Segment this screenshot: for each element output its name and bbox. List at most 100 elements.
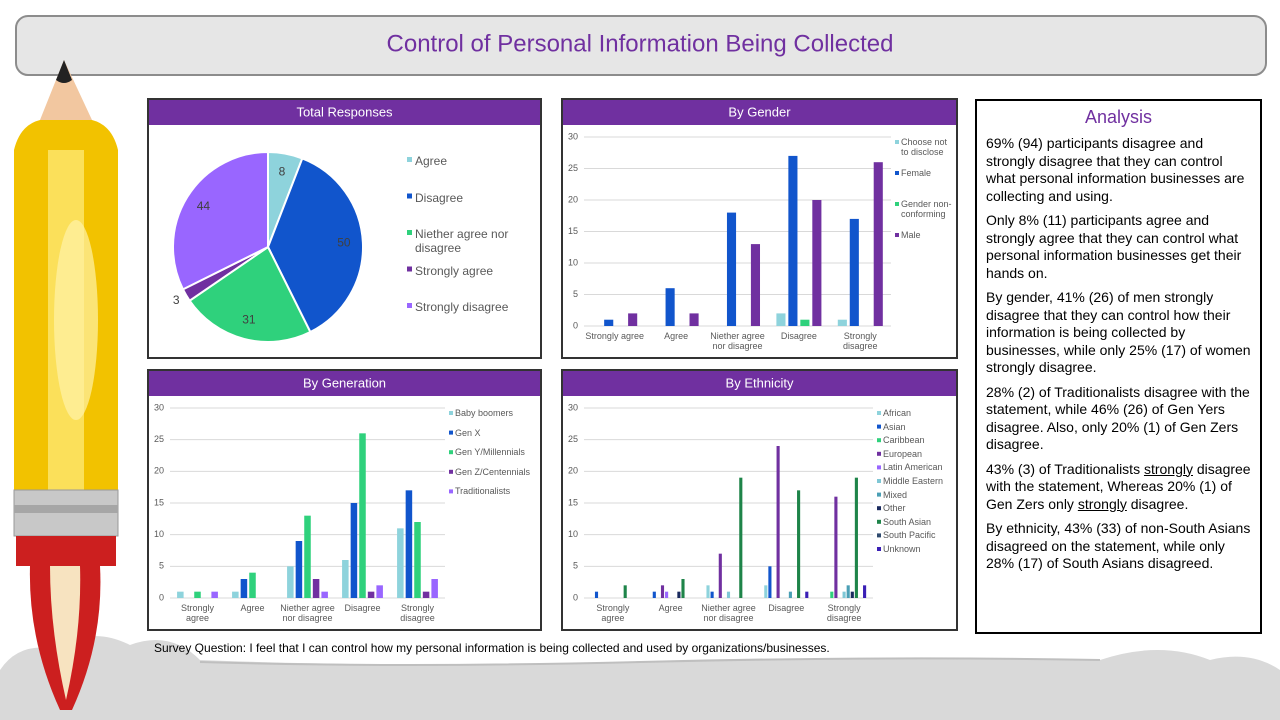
data-label: 8 bbox=[279, 164, 286, 178]
x-tick-label: Strongly agree bbox=[180, 603, 215, 623]
bar bbox=[342, 560, 349, 598]
y-tick-label: 5 bbox=[573, 561, 578, 571]
analysis-paragraph: Only 8% (11) participants agree and stro… bbox=[986, 212, 1242, 281]
y-tick-label: 30 bbox=[568, 402, 578, 412]
bar bbox=[788, 591, 792, 598]
bar bbox=[764, 585, 768, 598]
bar bbox=[376, 585, 383, 598]
legend-label: South Pacific bbox=[883, 530, 936, 541]
legend-label: Caribbean bbox=[883, 435, 925, 446]
bar bbox=[422, 591, 430, 598]
panel-header bbox=[149, 100, 540, 125]
bar bbox=[665, 288, 675, 326]
analysis-paragraph: 28% (2) of Traditionalists disagree with… bbox=[986, 383, 1250, 453]
legend-marker bbox=[449, 450, 453, 455]
bar bbox=[312, 579, 320, 598]
legend-label: Middle Eastern bbox=[883, 476, 944, 486]
x-tick-label: Strongly disagree bbox=[826, 603, 862, 623]
bar bbox=[842, 591, 846, 598]
legend-marker bbox=[877, 547, 881, 551]
legend-label: Strongly agree bbox=[415, 263, 494, 278]
legend-label: Disagree bbox=[415, 190, 464, 205]
y-tick-label: 20 bbox=[568, 466, 578, 476]
bar bbox=[768, 566, 772, 598]
bar bbox=[628, 313, 638, 326]
bar bbox=[194, 591, 201, 598]
bar bbox=[776, 446, 780, 598]
chart-title: Total Responses bbox=[296, 104, 393, 119]
x-tick-label: Niether agree nor disagree bbox=[280, 603, 335, 623]
bar bbox=[397, 528, 404, 598]
legend-label: Female bbox=[901, 168, 932, 178]
y-tick-label: 15 bbox=[568, 226, 578, 236]
legend-marker bbox=[877, 492, 881, 497]
bar bbox=[854, 477, 858, 598]
legend-marker bbox=[407, 230, 412, 235]
analysis-box: Analysis 69% (94) participants disagree … bbox=[975, 99, 1262, 634]
bar bbox=[788, 155, 798, 326]
y-tick-label: 25 bbox=[568, 434, 578, 444]
bar bbox=[846, 585, 850, 598]
bar bbox=[812, 200, 822, 326]
bar bbox=[800, 319, 810, 326]
bar bbox=[414, 522, 421, 598]
legend-marker bbox=[877, 411, 881, 415]
bar bbox=[797, 490, 801, 598]
bar bbox=[240, 579, 248, 598]
x-tick-label: Disagree bbox=[780, 331, 817, 341]
bar bbox=[706, 585, 710, 598]
data-label: 50 bbox=[337, 236, 351, 250]
bar bbox=[232, 591, 239, 598]
legend-label: Other bbox=[883, 503, 906, 514]
bar bbox=[249, 572, 256, 598]
legend-marker bbox=[877, 506, 881, 511]
legend-label: African bbox=[883, 408, 912, 418]
bar bbox=[350, 503, 358, 598]
y-tick-label: 20 bbox=[568, 194, 578, 204]
x-tick-label: Agree bbox=[664, 331, 689, 341]
underlined-span: strongly bbox=[1143, 460, 1193, 477]
bar bbox=[367, 591, 375, 598]
bar bbox=[359, 433, 366, 598]
legend-marker bbox=[877, 479, 881, 483]
y-tick-label: 10 bbox=[568, 529, 578, 539]
legend-marker bbox=[449, 469, 453, 474]
legend-marker bbox=[449, 430, 453, 435]
y-tick-label: 25 bbox=[568, 163, 578, 173]
bar bbox=[623, 585, 627, 598]
x-tick-label: Agree bbox=[658, 603, 683, 613]
y-tick-label: 30 bbox=[568, 131, 578, 141]
page-title: Control of Personal Information Being Co… bbox=[387, 30, 894, 57]
x-tick-label: Disagree bbox=[344, 603, 381, 613]
bar bbox=[850, 591, 854, 598]
bar bbox=[304, 515, 311, 598]
y-tick-label: 10 bbox=[568, 257, 578, 267]
legend-marker bbox=[877, 451, 881, 456]
pencil-flame-inner bbox=[50, 566, 81, 700]
legend-label: European bbox=[883, 448, 923, 459]
legend-marker bbox=[877, 438, 881, 443]
analysis-paragraph: By ethnicity, 43% (33) of non-South Asia… bbox=[986, 520, 1251, 571]
bar bbox=[321, 591, 328, 598]
legend-marker bbox=[449, 489, 453, 494]
panel-header bbox=[563, 371, 956, 396]
pie-slice bbox=[172, 150, 269, 291]
y-tick-label: 15 bbox=[154, 497, 164, 507]
bar bbox=[594, 591, 599, 598]
panel-header bbox=[149, 371, 540, 396]
legend-label: Latin American bbox=[883, 462, 943, 473]
y-tick-label: 20 bbox=[154, 466, 164, 476]
x-tick-label: Strongly agree bbox=[585, 331, 644, 341]
legend-marker bbox=[877, 519, 881, 524]
legend-marker bbox=[877, 465, 881, 470]
pencil-ferrule-band bbox=[14, 505, 118, 513]
bar bbox=[405, 490, 413, 598]
x-tick-label: Strongly agree bbox=[596, 603, 630, 623]
legend-label: Strongly disagree bbox=[415, 300, 509, 314]
bar bbox=[177, 591, 184, 598]
analysis-paragraph: 43% (3) of Traditionalists strongly disa… bbox=[986, 461, 1252, 514]
y-tick-label: 5 bbox=[573, 289, 578, 299]
y-tick-label: 0 bbox=[573, 592, 578, 602]
